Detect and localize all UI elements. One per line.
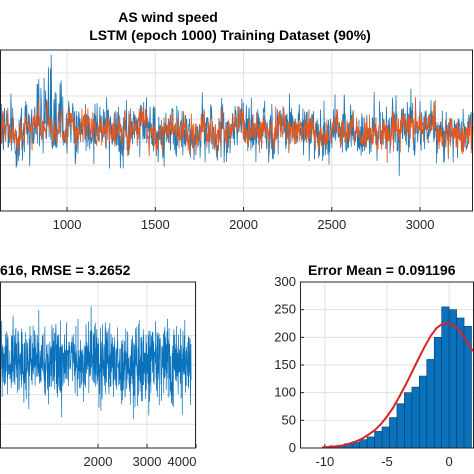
figure-title-line1: AS wind speed	[118, 9, 218, 25]
br-histogram-bar	[404, 392, 413, 449]
br-y-tick-label: 50	[282, 412, 296, 427]
br-histogram-bar	[366, 436, 375, 449]
br-histogram-bar	[359, 439, 368, 449]
top-x-tick-label: 1500	[141, 217, 170, 232]
br-histogram-bar	[456, 317, 465, 449]
top-x-tick-label: 2000	[229, 217, 258, 232]
top-x-tick-label: 3000	[406, 217, 435, 232]
figure-title-line2: LSTM (epoch 1000) Training Dataset (90%)	[89, 27, 371, 43]
bottom-right-panel-error-histogram: 0 50 100 150 200 250 300 -10 -5 0	[274, 274, 474, 469]
br-histogram-bar	[426, 359, 435, 449]
br-x-tick-label: -10	[315, 454, 334, 469]
bl-x-tick-label: 4000	[168, 454, 197, 469]
br-histogram-bar	[381, 426, 390, 449]
br-histogram-bar	[374, 431, 383, 449]
br-x-tick-label: 0	[446, 454, 453, 469]
top-x-tick-label: 2500	[317, 217, 346, 232]
top-series-prediction-line	[0, 97, 474, 163]
br-y-tick-label: 100	[274, 385, 296, 400]
bottom-left-title: 616, RMSE = 3.2652	[0, 262, 131, 278]
top-panel-timeseries: 1000 1500 2000 2500 3000	[0, 49, 474, 232]
br-y-tick-label: 300	[274, 274, 296, 289]
br-histogram-bar	[396, 403, 405, 449]
br-histogram-bar	[419, 375, 428, 449]
bl-error-series-line	[0, 306, 192, 420]
br-histogram-bar	[433, 337, 442, 449]
top-x-tick-label: 1000	[53, 217, 82, 232]
br-x-tick-label: -5	[381, 454, 393, 469]
br-y-tick-label: 150	[274, 357, 296, 372]
bottom-left-panel-error-series: 2000 3000 4000	[0, 281, 197, 469]
br-histogram-bar	[448, 309, 457, 449]
bl-x-tick-label: 2000	[84, 454, 113, 469]
bottom-right-title: Error Mean = 0.091196	[308, 262, 456, 278]
br-histogram-bar	[441, 306, 450, 449]
br-y-tick-label: 0	[289, 440, 296, 455]
br-y-tick-label: 250	[274, 302, 296, 317]
br-histogram-bar	[389, 417, 398, 449]
br-histogram-bar	[411, 386, 420, 449]
bl-axes-box	[0, 281, 196, 449]
br-y-tick-label: 200	[274, 329, 296, 344]
bl-x-tick-label: 3000	[133, 454, 162, 469]
br-normal-fit-line	[322, 322, 474, 449]
top-axes-box	[0, 49, 473, 212]
